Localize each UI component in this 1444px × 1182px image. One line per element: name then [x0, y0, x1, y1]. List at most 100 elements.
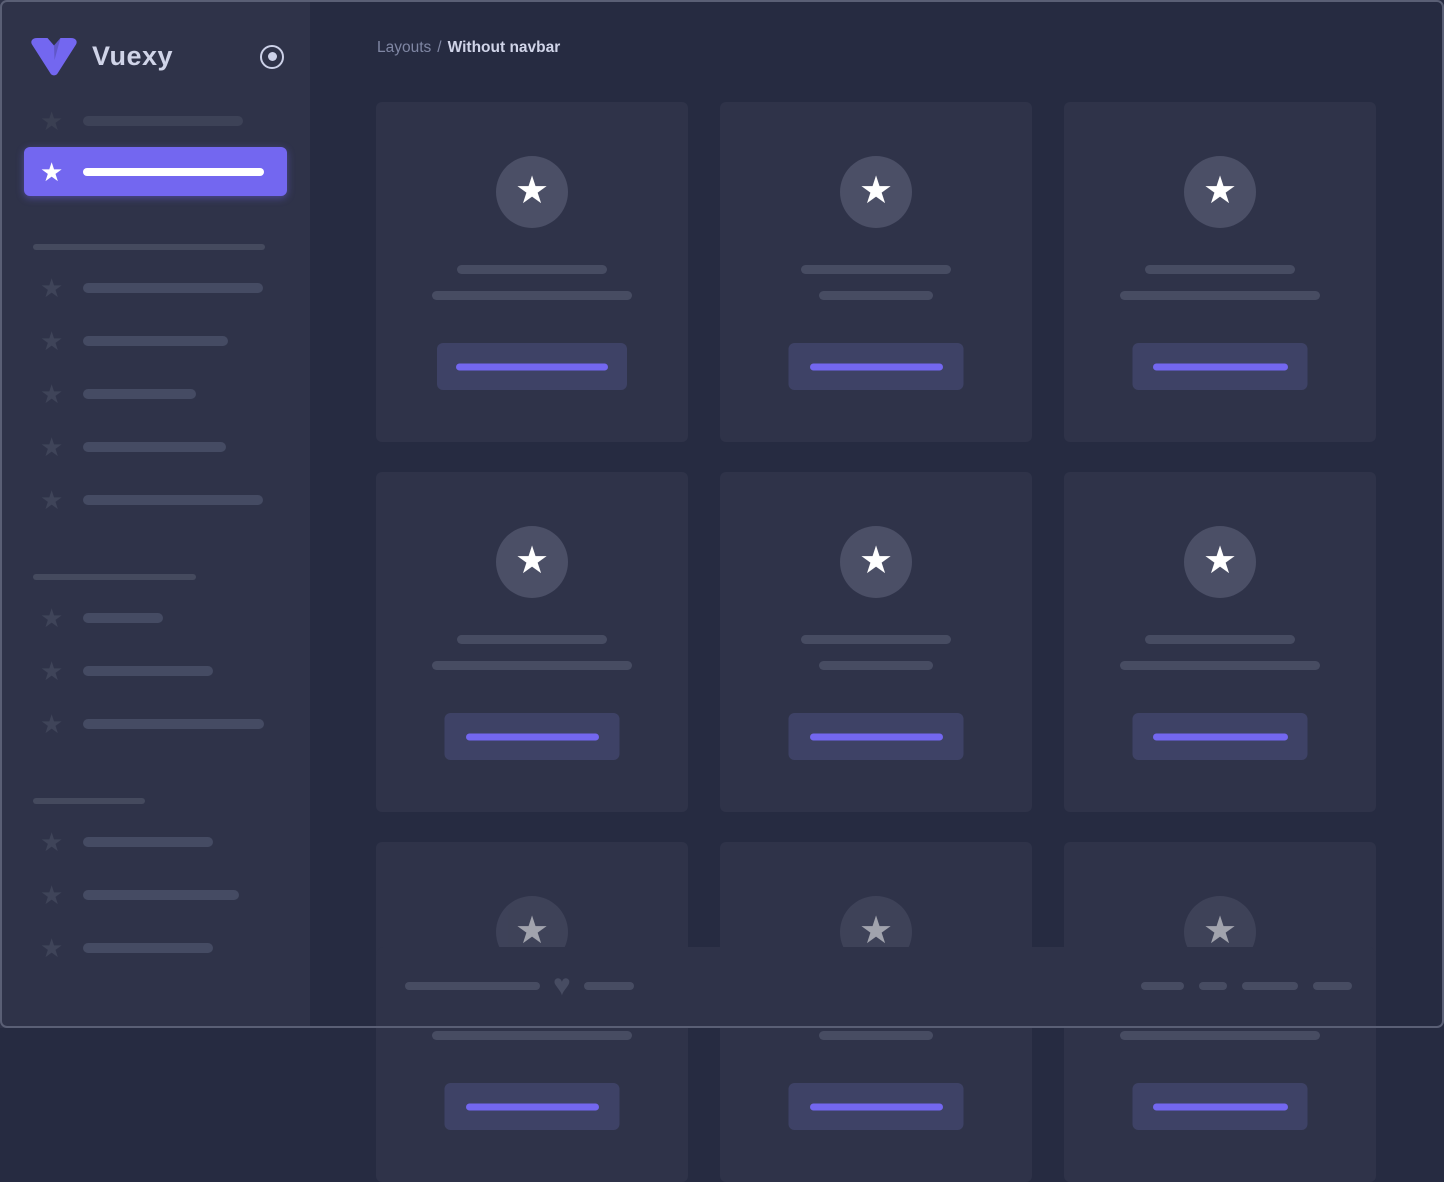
placeholder-card: ★ — [1064, 472, 1376, 812]
button-label-placeholder — [456, 363, 608, 370]
star-icon: ★ — [40, 655, 64, 686]
star-icon: ★ — [858, 169, 894, 212]
card-subtitle-placeholder — [432, 291, 632, 300]
card-button[interactable] — [788, 343, 964, 390]
button-label-placeholder — [809, 363, 943, 370]
card-button[interactable] — [1132, 1083, 1308, 1130]
sidebar-header: Vuexy — [0, 0, 310, 77]
placeholder-card: ★ — [376, 472, 688, 812]
card-button[interactable] — [1132, 343, 1308, 390]
star-icon: ★ — [514, 909, 550, 952]
sidebar-item[interactable]: ★ — [0, 591, 310, 644]
footer-link-placeholder[interactable] — [1141, 981, 1184, 990]
vuexy-logo-icon[interactable] — [30, 37, 78, 77]
card-avatar: ★ — [1184, 526, 1256, 598]
star-icon: ★ — [40, 431, 64, 462]
sidebar-item[interactable]: ★ — [0, 697, 310, 750]
footer-link-placeholder[interactable] — [1199, 981, 1227, 990]
card-subtitle-placeholder — [819, 291, 933, 300]
breadcrumb-separator: / — [437, 39, 442, 56]
card-title-placeholder — [801, 265, 951, 274]
menu-label-placeholder — [83, 942, 213, 953]
card-subtitle-placeholder — [1120, 661, 1320, 670]
star-icon: ★ — [40, 826, 64, 857]
star-icon: ★ — [40, 602, 64, 633]
card-button[interactable] — [788, 1083, 964, 1130]
breadcrumb: Layouts / Without navbar — [377, 39, 560, 57]
sidebar-section-divider — [33, 574, 196, 580]
card-title-placeholder — [1145, 635, 1295, 644]
star-icon: ★ — [40, 272, 64, 303]
card-button[interactable] — [437, 343, 627, 390]
card-avatar: ★ — [1184, 156, 1256, 228]
card-title-placeholder — [1145, 265, 1295, 274]
sidebar-section-divider — [33, 244, 265, 250]
footer-link-placeholder[interactable] — [1313, 981, 1352, 990]
sidebar-item[interactable]: ★ — [0, 644, 310, 697]
star-icon: ★ — [40, 105, 64, 136]
card-subtitle-placeholder — [432, 661, 632, 670]
placeholder-card: ★ — [1064, 102, 1376, 442]
star-icon: ★ — [514, 539, 550, 582]
star-icon: ★ — [1202, 539, 1238, 582]
star-icon: ★ — [1202, 169, 1238, 212]
footer-text-placeholder — [583, 981, 634, 990]
star-icon: ★ — [40, 932, 64, 963]
card-button[interactable] — [444, 713, 620, 760]
placeholder-card: ★ — [720, 472, 1032, 812]
star-icon: ★ — [40, 156, 64, 187]
star-icon: ★ — [40, 378, 64, 409]
star-icon: ★ — [40, 708, 64, 739]
footer-text-placeholder — [405, 981, 540, 990]
button-label-placeholder — [809, 1103, 943, 1110]
menu-label-placeholder — [83, 494, 263, 505]
sidebar-item[interactable]: ★ — [0, 94, 310, 147]
card-title-placeholder — [801, 635, 951, 644]
sidebar-item[interactable]: ★ — [0, 420, 310, 473]
page-footer: ♥ — [376, 947, 1376, 1028]
button-label-placeholder — [1152, 363, 1288, 370]
menu-label-placeholder — [83, 718, 264, 729]
sidebar-item[interactable]: ★ — [0, 868, 310, 921]
card-avatar: ★ — [840, 156, 912, 228]
sidebar-item[interactable]: ★ — [0, 473, 310, 526]
sidebar-item-active[interactable]: ★ — [24, 147, 287, 196]
sidebar-menu: ★ ★ ★ ★ ★ ★ ★ ★ ★ ★ ★ ★ ★ — [0, 77, 310, 974]
sidebar: Vuexy ★ ★ ★ ★ ★ ★ ★ ★ ★ ★ ★ ★ ★ — [0, 0, 310, 1028]
sidebar-item[interactable]: ★ — [0, 815, 310, 868]
card-avatar: ★ — [840, 526, 912, 598]
menu-pin-toggle-icon[interactable] — [260, 44, 284, 69]
breadcrumb-current: Without navbar — [447, 39, 561, 56]
menu-label-placeholder — [83, 335, 228, 346]
menu-label-placeholder — [83, 836, 213, 847]
card-button[interactable] — [1132, 713, 1308, 760]
menu-label-placeholder — [83, 441, 226, 452]
menu-label-placeholder — [83, 665, 213, 676]
app-logo-title: Vuexy — [92, 41, 174, 71]
sidebar-item[interactable]: ★ — [0, 921, 310, 974]
sidebar-item[interactable]: ★ — [0, 314, 310, 367]
menu-label-placeholder — [83, 115, 243, 126]
star-icon: ★ — [858, 539, 894, 582]
footer-link-placeholder[interactable] — [1242, 981, 1298, 990]
card-button[interactable] — [788, 713, 964, 760]
breadcrumb-parent[interactable]: Layouts — [377, 39, 432, 56]
placeholder-card: ★ — [720, 102, 1032, 442]
menu-label-placeholder — [83, 388, 196, 399]
card-subtitle-placeholder — [819, 1031, 933, 1040]
sidebar-item[interactable]: ★ — [0, 367, 310, 420]
card-avatar: ★ — [496, 156, 568, 228]
menu-label-placeholder — [83, 889, 239, 900]
card-title-placeholder — [457, 265, 607, 274]
star-icon: ★ — [858, 909, 894, 952]
star-icon: ★ — [40, 484, 64, 515]
button-label-placeholder — [465, 1103, 599, 1110]
card-subtitle-placeholder — [432, 1031, 632, 1040]
card-button[interactable] — [444, 1083, 620, 1130]
star-icon: ★ — [514, 169, 550, 212]
sidebar-section-divider — [33, 798, 145, 804]
heart-icon: ♥ — [553, 968, 571, 1002]
sidebar-item[interactable]: ★ — [0, 261, 310, 314]
card-subtitle-placeholder — [1120, 1031, 1320, 1040]
menu-label-placeholder — [83, 612, 163, 623]
